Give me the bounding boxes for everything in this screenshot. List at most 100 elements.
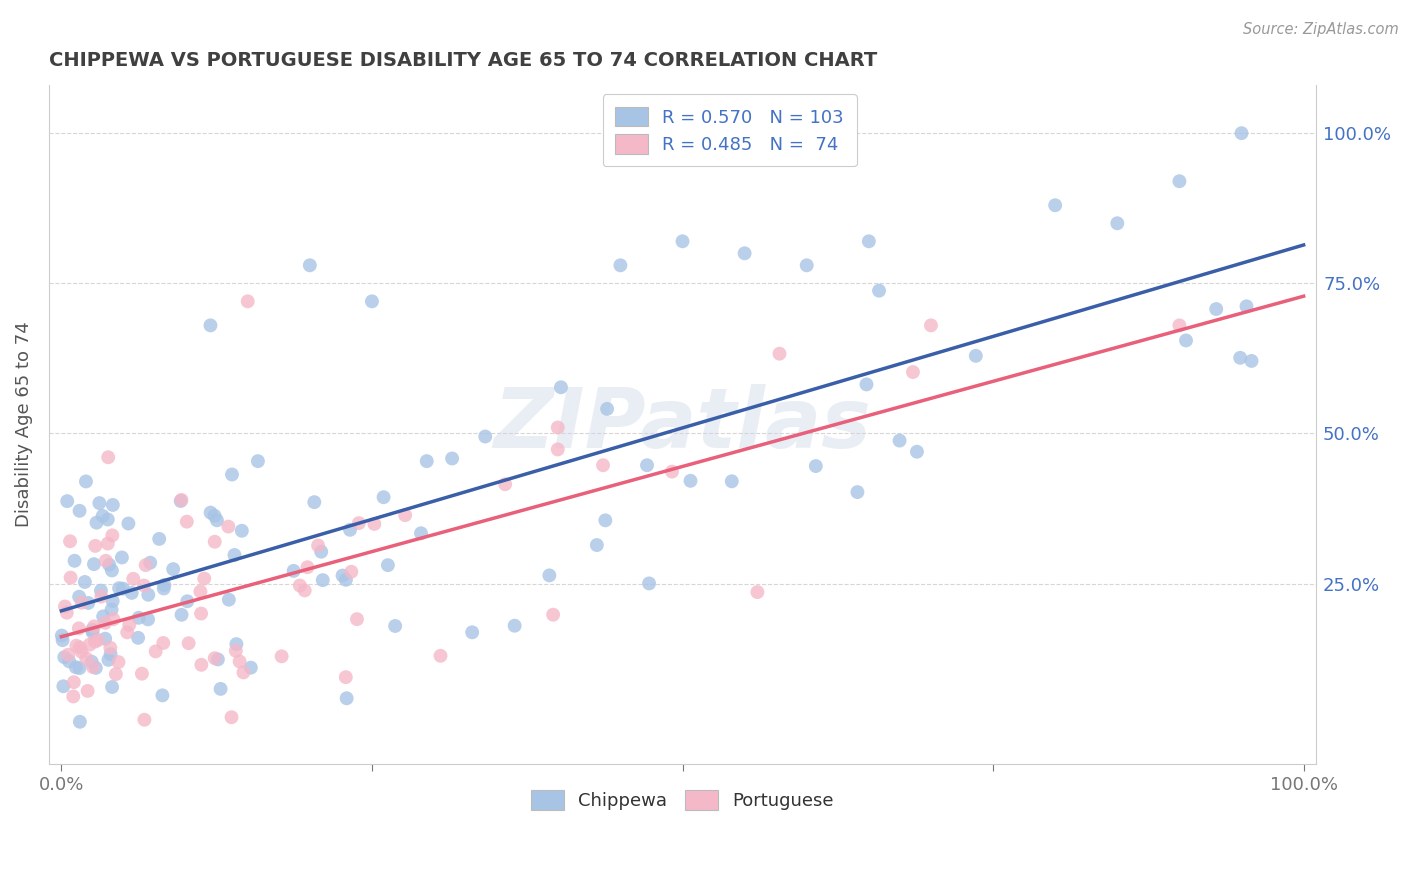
Point: [67, 621, 90, 635]
Point: [94, 615, 117, 630]
Point: [609, 258, 631, 272]
Point: [218, 592, 240, 607]
Point: [97, 450, 120, 465]
Point: [101, 564, 124, 578]
Point: [636, 458, 658, 473]
Point: [804, 458, 827, 473]
Point: [136, 612, 159, 626]
Point: [70, 596, 93, 610]
Point: [304, 495, 326, 509]
Point: [1043, 198, 1066, 212]
Point: [70, 645, 93, 659]
Point: [63, 554, 86, 568]
Point: [541, 607, 564, 622]
Point: [135, 558, 157, 573]
Point: [139, 556, 162, 570]
Point: [190, 657, 212, 672]
Point: [83, 619, 105, 633]
Point: [58, 654, 80, 668]
Point: [94, 554, 117, 568]
Point: [117, 516, 139, 531]
Point: [76, 684, 98, 698]
Legend: Chippewa, Portuguese: Chippewa, Portuguese: [519, 778, 846, 822]
Point: [132, 578, 155, 592]
Point: [1107, 216, 1129, 230]
Point: [747, 585, 769, 599]
Point: [90, 590, 112, 604]
Point: [97, 653, 120, 667]
Point: [661, 465, 683, 479]
Point: [377, 558, 399, 573]
Point: [409, 526, 432, 541]
Point: [768, 347, 790, 361]
Point: [384, 619, 406, 633]
Point: [332, 568, 354, 582]
Point: [193, 572, 215, 586]
Point: [51, 629, 73, 643]
Point: [101, 528, 124, 542]
Point: [75, 475, 97, 489]
Point: [224, 548, 246, 562]
Point: [503, 618, 526, 632]
Point: [153, 578, 176, 592]
Point: [361, 294, 384, 309]
Point: [115, 625, 138, 640]
Point: [94, 632, 117, 646]
Point: [550, 380, 572, 394]
Point: [298, 258, 321, 272]
Point: [108, 581, 131, 595]
Point: [128, 611, 150, 625]
Point: [152, 689, 174, 703]
Point: [82, 625, 104, 640]
Point: [152, 636, 174, 650]
Point: [59, 571, 82, 585]
Point: [98, 640, 121, 655]
Point: [103, 612, 125, 626]
Point: [118, 617, 141, 632]
Point: [373, 490, 395, 504]
Point: [176, 515, 198, 529]
Point: [97, 512, 120, 526]
Point: [69, 640, 91, 655]
Point: [312, 573, 335, 587]
Point: [84, 661, 107, 675]
Point: [83, 557, 105, 571]
Point: [1168, 318, 1191, 333]
Point: [1175, 334, 1198, 348]
Point: [336, 691, 359, 706]
Point: [101, 680, 124, 694]
Point: [190, 607, 212, 621]
Point: [207, 652, 229, 666]
Point: [56, 494, 79, 508]
Point: [796, 258, 818, 272]
Point: [204, 534, 226, 549]
Point: [65, 639, 87, 653]
Point: [494, 477, 516, 491]
Point: [131, 666, 153, 681]
Point: [270, 649, 292, 664]
Point: [1168, 174, 1191, 188]
Point: [868, 284, 890, 298]
Point: [1229, 351, 1251, 365]
Point: [176, 594, 198, 608]
Point: [309, 544, 332, 558]
Point: [69, 504, 91, 518]
Point: [53, 650, 76, 665]
Point: [101, 594, 124, 608]
Point: [136, 588, 159, 602]
Point: [170, 494, 193, 508]
Point: [100, 647, 122, 661]
Text: ZIPatlas: ZIPatlas: [494, 384, 872, 465]
Point: [965, 349, 987, 363]
Point: [283, 564, 305, 578]
Point: [145, 644, 167, 658]
Point: [204, 508, 226, 523]
Text: CHIPPEWA VS PORTUGUESE DISABILITY AGE 65 TO 74 CORRELATION CHART: CHIPPEWA VS PORTUGUESE DISABILITY AGE 65…: [49, 51, 877, 70]
Point: [97, 536, 120, 550]
Point: [225, 637, 247, 651]
Point: [152, 582, 174, 596]
Point: [638, 576, 661, 591]
Point: [84, 539, 107, 553]
Point: [80, 655, 103, 669]
Point: [100, 602, 122, 616]
